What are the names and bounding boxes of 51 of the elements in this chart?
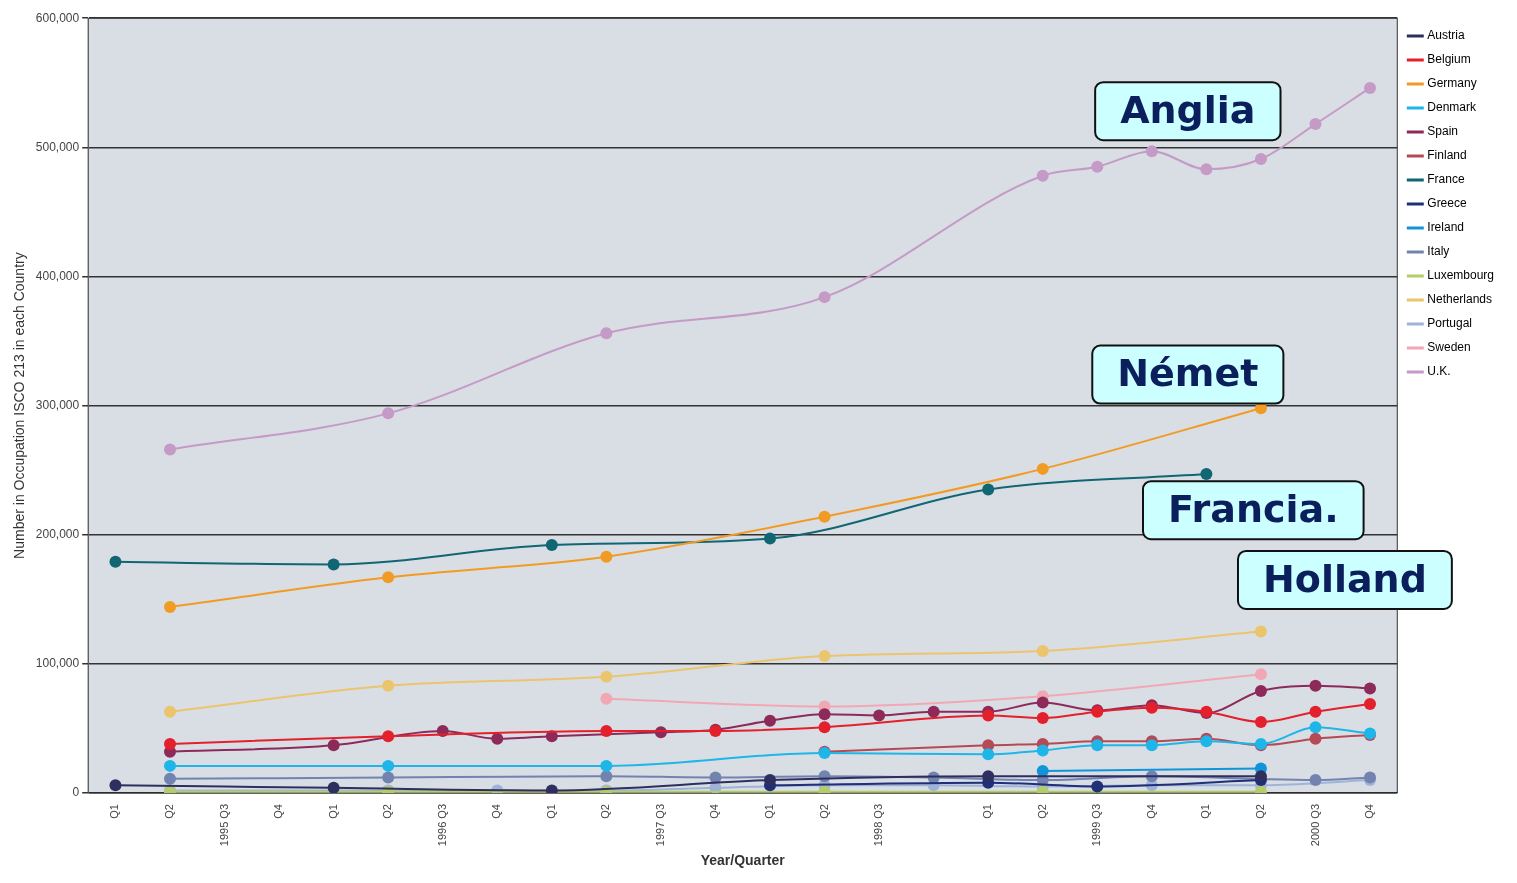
x-tick-label: Q1 xyxy=(326,804,339,819)
x-tick-label: Q2 xyxy=(599,804,612,819)
legend-label: Sweden xyxy=(1427,340,1471,355)
legend-label: Ireland xyxy=(1427,220,1464,235)
legend-label: Netherlands xyxy=(1427,292,1493,307)
x-tick-label: Q4 xyxy=(708,804,721,819)
x-tick-label: 1998 Q3 xyxy=(872,804,885,847)
x-tick-label: Q2 xyxy=(817,804,830,819)
x-tick-label: Q4 xyxy=(1363,804,1376,819)
x-tick-label: Q2 xyxy=(163,804,176,819)
legend-label: Spain xyxy=(1427,124,1458,139)
y-tick-label: 200,000 xyxy=(35,527,80,542)
x-tick-label: Q1 xyxy=(108,804,121,819)
x-tick-label: Q1 xyxy=(981,804,994,819)
annotation: Német xyxy=(1117,351,1259,396)
x-tick-label: Q2 xyxy=(1253,804,1266,819)
x-tick-label: Q4 xyxy=(1144,804,1157,819)
y-axis-title: Number in Occupation ISCO 213 in each Country xyxy=(11,252,28,559)
x-tick-label: 1999 Q3 xyxy=(1090,804,1103,847)
x-tick-label: Q1 xyxy=(544,804,557,819)
x-tick-label: Q4 xyxy=(272,804,285,819)
legend-label: Italy xyxy=(1427,244,1450,259)
y-tick-label: 500,000 xyxy=(35,139,80,154)
legend-label: Portugal xyxy=(1427,316,1472,331)
y-tick-label: 400,000 xyxy=(35,268,80,283)
annotation: Holland xyxy=(1263,556,1427,601)
legend-label: Austria xyxy=(1427,28,1465,43)
annotation: Francia. xyxy=(1167,487,1339,532)
y-tick-label: 300,000 xyxy=(35,397,80,412)
legend-label: Luxembourg xyxy=(1427,268,1495,283)
y-tick-label: 600,000 xyxy=(35,10,80,25)
legend-label: Denmark xyxy=(1427,100,1477,115)
x-tick-label: Q2 xyxy=(381,804,394,819)
x-tick-label: 2000 Q3 xyxy=(1308,804,1321,847)
x-tick-label: Q4 xyxy=(490,804,503,819)
legend-label: Belgium xyxy=(1427,52,1471,67)
y-tick-label: 0 xyxy=(72,785,80,800)
y-tick-label: 100,000 xyxy=(35,656,80,671)
legend-label: Germany xyxy=(1427,76,1477,91)
x-tick-label: 1996 Q3 xyxy=(435,804,448,847)
legend-label: U.K. xyxy=(1427,364,1451,379)
legend-label: Greece xyxy=(1427,196,1467,211)
x-tick-label: Q1 xyxy=(763,804,776,819)
x-tick-label: Q1 xyxy=(1199,804,1212,819)
x-axis-title: Year/Quarter xyxy=(700,852,786,869)
x-tick-label: 1995 Q3 xyxy=(217,804,230,847)
legend-label: France xyxy=(1427,172,1465,187)
x-tick-label: 1997 Q3 xyxy=(653,804,666,847)
legend-label: Finland xyxy=(1427,148,1467,163)
annotation: Anglia xyxy=(1120,88,1256,133)
x-tick-label: Q2 xyxy=(1035,804,1048,819)
